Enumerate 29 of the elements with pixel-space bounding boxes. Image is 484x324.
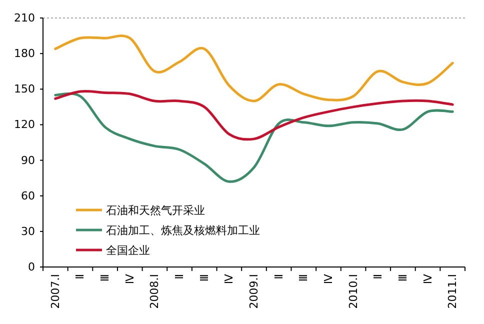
x-tick-label: 2011.Ⅰ — [446, 274, 460, 309]
y-tick-label: 90 — [21, 154, 35, 167]
x-tick-label: 2009.Ⅰ — [248, 274, 260, 309]
legend-label: 石油加工、炼焦及核燃料加工业 — [106, 224, 260, 237]
y-tick-label: 120 — [14, 118, 35, 132]
y-tick-label: 180 — [14, 47, 35, 60]
y-tick-label: 150 — [14, 82, 35, 96]
x-tick-label: Ⅳ — [222, 273, 236, 284]
x-tick-label: 2007.Ⅰ — [48, 274, 62, 309]
x-tick-label: Ⅱ — [74, 274, 87, 280]
y-tick-label: 60 — [21, 189, 35, 202]
x-tick-label: 2008.Ⅰ — [148, 274, 162, 309]
x-tick-label: 2010.Ⅰ — [346, 274, 360, 309]
x-tick-label: Ⅳ — [123, 273, 136, 284]
y-tick-label: 30 — [21, 224, 35, 238]
x-tick-label: Ⅲ — [98, 274, 112, 282]
x-tick-label: Ⅱ — [272, 274, 286, 280]
y-tick-label: 210 — [14, 12, 35, 24]
y-tick-label: 0 — [28, 260, 35, 274]
x-tick-label: Ⅳ — [322, 273, 335, 284]
line-series — [54, 90, 454, 141]
x-tick-label: Ⅲ — [198, 274, 211, 282]
legend-label: 石油和天然气开采业 — [106, 204, 205, 217]
legend-label: 全国企业 — [106, 244, 150, 257]
x-tick-label: Ⅲ — [396, 274, 410, 282]
x-tick-label: Ⅳ — [421, 273, 434, 284]
x-tick-label: Ⅲ — [297, 274, 310, 282]
x-tick-label: Ⅱ — [372, 274, 385, 280]
x-tick-label: Ⅱ — [173, 274, 186, 280]
